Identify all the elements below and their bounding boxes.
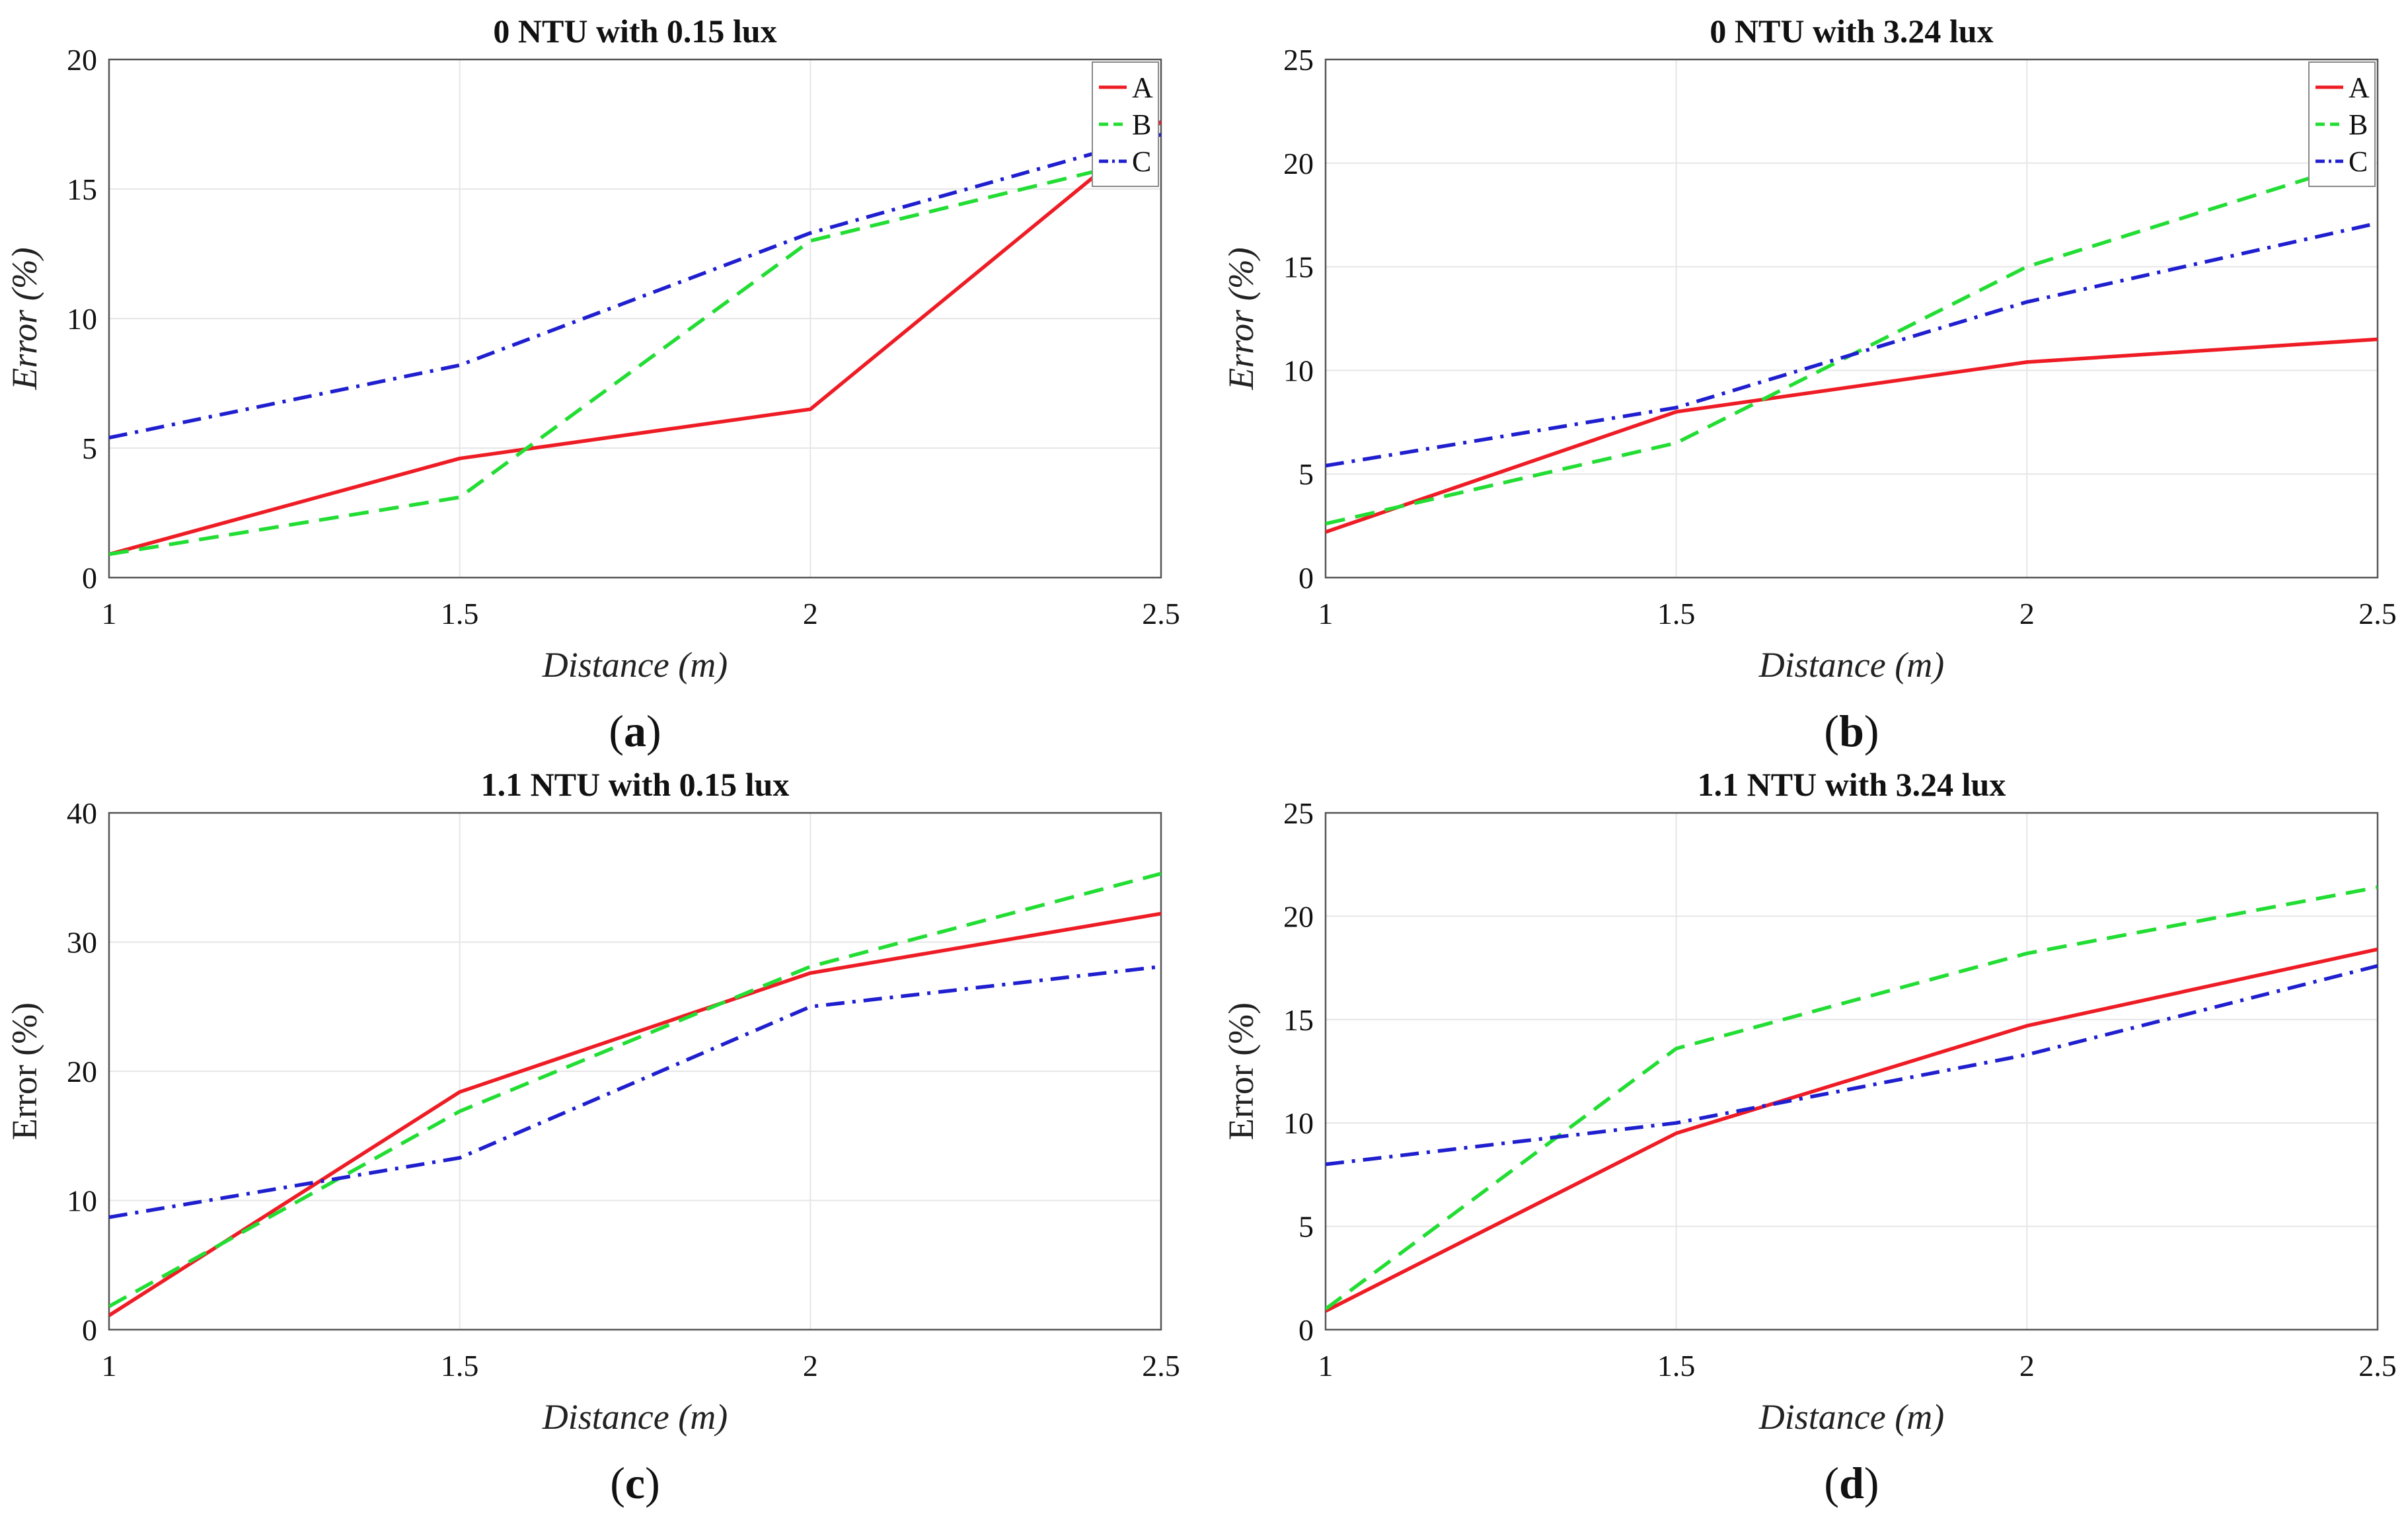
y-tick-label: 5 xyxy=(82,432,97,465)
y-tick-label: 10 xyxy=(1283,1106,1314,1140)
y-tick-label: 20 xyxy=(67,1055,97,1088)
chart-panel-a: 0 5 10 15 20 1 1.5 2 2.5 0 NTU with 0.15 lux Dista… xyxy=(5,13,1180,756)
y-tick-label: 20 xyxy=(1283,147,1314,180)
y-axis-label: Error (%) xyxy=(5,1003,44,1140)
x-tick-label: 1 xyxy=(1318,1349,1334,1383)
legend: ABC xyxy=(2308,61,2376,187)
legend-label-c: C xyxy=(2349,145,2368,178)
series-line-2 xyxy=(109,872,1161,1309)
y-tick-label: 10 xyxy=(67,1184,97,1218)
y-tick-label: 40 xyxy=(67,796,97,830)
panel-label: (a) xyxy=(609,706,661,756)
y-tick-label: 15 xyxy=(1283,1003,1314,1037)
series-line-1 xyxy=(1326,947,2378,1313)
legend-label-a: A xyxy=(2349,71,2370,104)
y-tick-label: 15 xyxy=(67,172,97,206)
y-tick-label: 25 xyxy=(1283,796,1314,830)
x-tick-label: 1.5 xyxy=(441,1349,479,1383)
y-tick-label: 20 xyxy=(1283,899,1314,933)
x-tick-label: 2 xyxy=(803,597,818,630)
series-line-a xyxy=(1326,337,2378,534)
x-tick-label: 1.5 xyxy=(441,597,479,630)
chart-title: 0 NTU with 0.15 lux xyxy=(493,13,776,50)
y-axis-label: Error (%) xyxy=(1221,1003,1261,1140)
y-tick-label: 30 xyxy=(67,926,97,960)
y-tick-label: 0 xyxy=(1298,1313,1314,1347)
x-tick-label: 1 xyxy=(102,597,117,630)
legend-label-c: C xyxy=(1132,145,1151,178)
chart-title: 0 NTU with 3.24 lux xyxy=(1710,13,1993,50)
y-tick-label: 20 xyxy=(67,43,97,77)
y-tick-label: 0 xyxy=(82,561,97,595)
legend-box xyxy=(1092,61,1159,187)
chart-panel-b: 0 5 10 15 20 25 1 1.5 2 2.5 0 NTU with 3.24 lux Dis… xyxy=(1221,13,2397,756)
series-line-b xyxy=(1326,155,2378,526)
y-tick-label: 25 xyxy=(1283,43,1314,77)
chart-panel-d: 0 5 10 15 20 25 1 1.5 2 2.5 1.1 NTU with 3.24 lux D… xyxy=(1221,766,2397,1508)
y-axis-label: Error (%) xyxy=(5,247,44,390)
x-axis-label: Distance (m) xyxy=(1758,645,1944,685)
series-line-2 xyxy=(1326,885,2378,1311)
panel-label: (c) xyxy=(610,1458,660,1508)
y-tick-label: 5 xyxy=(1298,1210,1314,1244)
x-tick-label: 1.5 xyxy=(1657,1349,1696,1383)
x-axis-label: Distance (m) xyxy=(542,1397,728,1437)
y-tick-label: 15 xyxy=(1283,250,1314,284)
series-line-3 xyxy=(1326,964,2378,1166)
y-tick-label: 5 xyxy=(1298,457,1314,491)
x-tick-label: 1.5 xyxy=(1657,597,1696,630)
series-line-3 xyxy=(109,964,1161,1219)
x-axis-label: Distance (m) xyxy=(1758,1397,1944,1437)
x-tick-label: 2.5 xyxy=(2358,597,2397,630)
chart-panel-c: 0 10 20 30 40 1 1.5 2 2.5 1.1 NTU with 0.15 lux Di… xyxy=(5,766,1180,1508)
y-tick-label: 0 xyxy=(82,1313,97,1347)
series-line-c xyxy=(1326,221,2378,468)
x-tick-label: 2.5 xyxy=(1142,597,1180,630)
y-tick-label: 10 xyxy=(1283,354,1314,387)
legend: ABC xyxy=(1092,61,1159,187)
x-tick-label: 2 xyxy=(2019,597,2035,630)
x-tick-label: 2 xyxy=(2019,1349,2035,1383)
x-tick-label: 2 xyxy=(803,1349,818,1383)
plot-area-frame xyxy=(108,58,1162,579)
series-line-b xyxy=(109,153,1161,556)
chart-title: 1.1 NTU with 0.15 lux xyxy=(481,766,790,803)
legend-label-b: B xyxy=(2349,108,2368,141)
y-tick-label: 0 xyxy=(1298,561,1314,595)
plot-area-frame xyxy=(1324,812,2379,1331)
x-tick-label: 1 xyxy=(102,1349,117,1383)
y-tick-label: 10 xyxy=(67,302,97,336)
legend-label-b: B xyxy=(1132,108,1151,141)
x-tick-label: 2.5 xyxy=(1142,1349,1180,1383)
panel-label: (b) xyxy=(1824,706,1879,756)
x-axis-label: Distance (m) xyxy=(542,645,728,685)
x-tick-label: 1 xyxy=(1318,597,1334,630)
series-line-c xyxy=(109,133,1161,439)
series-line-a xyxy=(109,120,1161,556)
legend-box xyxy=(2308,61,2376,187)
plot-area-frame xyxy=(1324,58,2379,579)
chart-title: 1.1 NTU with 3.24 lux xyxy=(1698,766,2006,803)
legend-label-a: A xyxy=(1132,71,1153,104)
y-axis-label: Error (%) xyxy=(1221,247,1261,390)
plot-area-frame xyxy=(108,812,1162,1331)
panel-label: (d) xyxy=(1824,1458,1879,1508)
x-tick-label: 2.5 xyxy=(2358,1349,2397,1383)
series-line-1 xyxy=(109,911,1161,1317)
